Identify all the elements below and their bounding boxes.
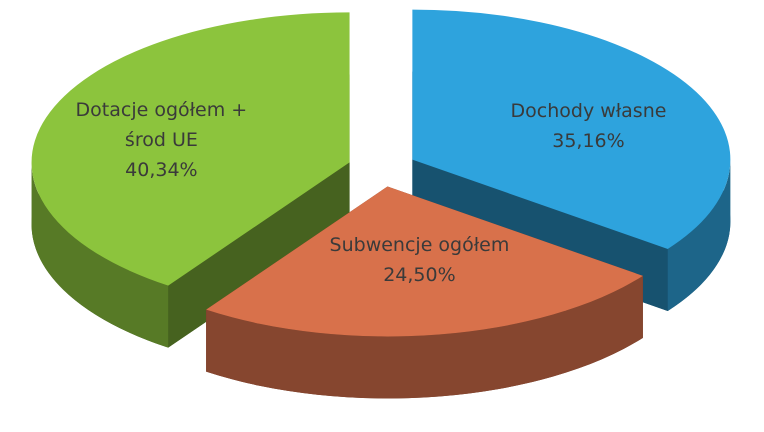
slice-outer-wall xyxy=(31,162,169,348)
slice-label: Dotacje ogółem + środ UE 40,34% xyxy=(61,95,261,185)
slice-value-label: 24,50% xyxy=(383,264,456,287)
slice-top xyxy=(412,9,731,249)
slice-label: Subwencje ogółem 24,50% xyxy=(304,230,534,290)
slice-top xyxy=(206,186,643,337)
slice-outer-wall xyxy=(206,275,643,399)
pie-slice xyxy=(206,186,643,399)
slice-radial-wall xyxy=(168,162,350,348)
slice-category-label: Dochody własne xyxy=(510,99,667,122)
pie-slice xyxy=(31,12,350,348)
slice-outer-wall xyxy=(667,159,731,311)
slice-category-label: Dotacje ogółem + środ UE xyxy=(75,98,248,151)
slice-label: Dochody własne 35,16% xyxy=(473,96,703,156)
slice-value-label: 40,34% xyxy=(125,158,198,181)
slice-category-label: Subwencje ogółem xyxy=(329,234,510,257)
slice-top xyxy=(31,12,350,286)
slice-value-label: 35,16% xyxy=(552,129,625,152)
